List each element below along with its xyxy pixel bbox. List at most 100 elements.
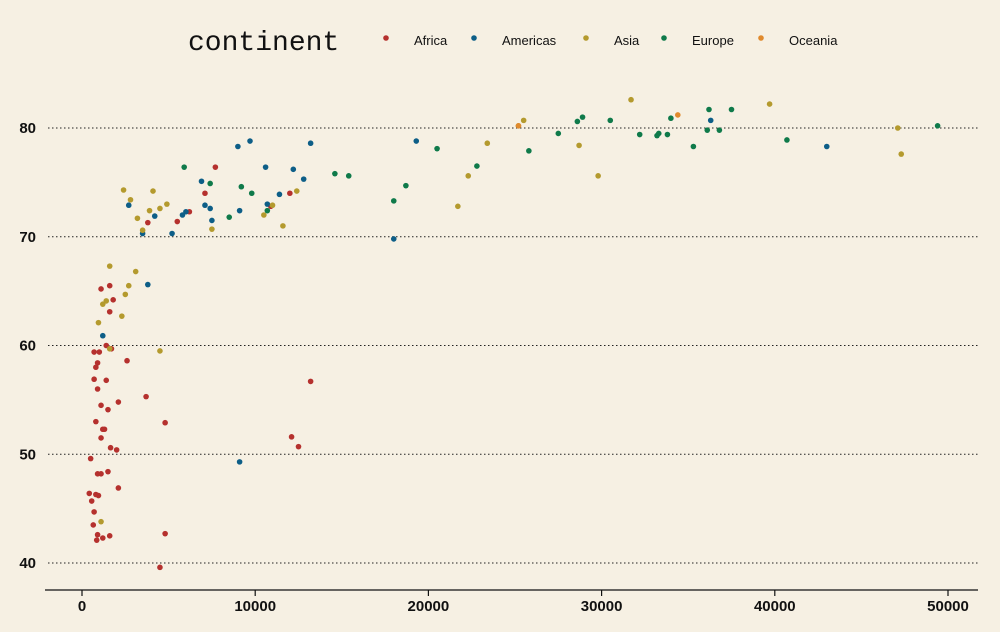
data-point <box>934 123 941 129</box>
data-point <box>264 201 271 207</box>
data-point <box>98 402 104 409</box>
series-americas <box>99 117 830 465</box>
data-point <box>106 345 113 352</box>
data-point <box>169 230 175 237</box>
tick-labels: 40 50 60 70 80 0 10000 20000 30000 40000 50000 <box>19 120 969 615</box>
data-point <box>145 219 151 226</box>
legend-marker <box>383 35 389 41</box>
data-point <box>390 198 397 204</box>
legend-marker <box>583 35 589 41</box>
data-point <box>94 531 101 538</box>
data-point <box>236 207 243 214</box>
data-point <box>264 207 271 214</box>
data-point <box>107 444 114 451</box>
data-point <box>403 182 409 189</box>
data-point <box>106 282 113 289</box>
data-point <box>91 349 97 355</box>
data-point <box>98 471 104 477</box>
data-point <box>99 535 106 541</box>
data-point <box>105 468 111 475</box>
data-point <box>636 131 643 138</box>
data-point <box>90 522 97 528</box>
data-point <box>101 426 108 433</box>
legend-item-americas: Americas <box>471 33 557 48</box>
data-point <box>91 376 97 383</box>
data-point <box>106 533 113 539</box>
legend-marker <box>661 35 667 41</box>
data-point <box>707 117 714 124</box>
data-point <box>555 130 562 137</box>
x-tick-label: 30000 <box>581 598 623 615</box>
legend-marker <box>758 35 764 41</box>
data-point <box>115 485 122 491</box>
x-tick-label: 0 <box>78 598 86 615</box>
data-point <box>293 188 300 194</box>
data-point <box>706 106 712 113</box>
legend-label: Americas <box>502 33 557 48</box>
data-point <box>94 386 101 392</box>
data-point <box>106 308 113 315</box>
data-point <box>96 349 103 355</box>
data-point <box>607 117 614 124</box>
data-point <box>91 509 97 515</box>
data-point <box>664 131 671 138</box>
data-point <box>655 130 662 137</box>
data-point <box>134 215 141 222</box>
data-point <box>146 207 153 214</box>
legend-marker <box>471 35 477 41</box>
data-point <box>124 357 130 364</box>
data-point <box>307 378 314 385</box>
data-point <box>784 137 790 143</box>
series-oceania <box>515 112 681 129</box>
data-point <box>269 202 276 209</box>
data-point <box>145 281 151 288</box>
legend-item-asia: Asia <box>583 33 640 48</box>
data-point <box>576 142 582 149</box>
data-point <box>209 217 215 224</box>
legend-label: Europe <box>692 33 734 48</box>
data-point <box>894 125 901 131</box>
data-point <box>595 173 601 179</box>
data-point <box>120 187 127 193</box>
data-point <box>280 223 286 229</box>
data-point <box>345 173 352 179</box>
y-tick-label: 50 <box>19 446 36 463</box>
data-point <box>132 268 139 275</box>
data-point <box>226 214 233 220</box>
data-point <box>579 114 586 120</box>
series-asia <box>95 96 905 525</box>
data-point <box>668 115 674 122</box>
data-point <box>86 490 93 497</box>
y-tick-label: 40 <box>19 555 36 572</box>
x-tick-label: 20000 <box>408 598 450 615</box>
data-point <box>212 164 219 170</box>
data-point <box>434 145 440 152</box>
data-point <box>484 140 491 147</box>
data-point <box>474 163 480 169</box>
data-point <box>235 143 241 150</box>
series-europe <box>181 106 941 220</box>
data-point <box>139 227 146 234</box>
data-point <box>94 360 101 366</box>
data-point <box>209 226 215 232</box>
data-point <box>332 170 338 177</box>
x-tick-label: 50000 <box>927 598 969 615</box>
data-point <box>99 332 106 339</box>
data-point <box>162 530 168 537</box>
data-point <box>151 213 158 219</box>
data-point <box>202 202 208 209</box>
data-point <box>515 123 522 129</box>
data-points <box>86 96 941 571</box>
data-point <box>95 319 102 326</box>
data-point <box>93 364 99 371</box>
data-point <box>276 191 283 198</box>
data-point <box>248 190 255 197</box>
data-point <box>110 297 116 303</box>
series-africa <box>86 164 314 571</box>
data-point <box>174 218 181 225</box>
gridlines <box>48 127 978 564</box>
legend-label: Oceania <box>789 33 838 48</box>
legend-item-europe: Europe <box>661 33 734 48</box>
